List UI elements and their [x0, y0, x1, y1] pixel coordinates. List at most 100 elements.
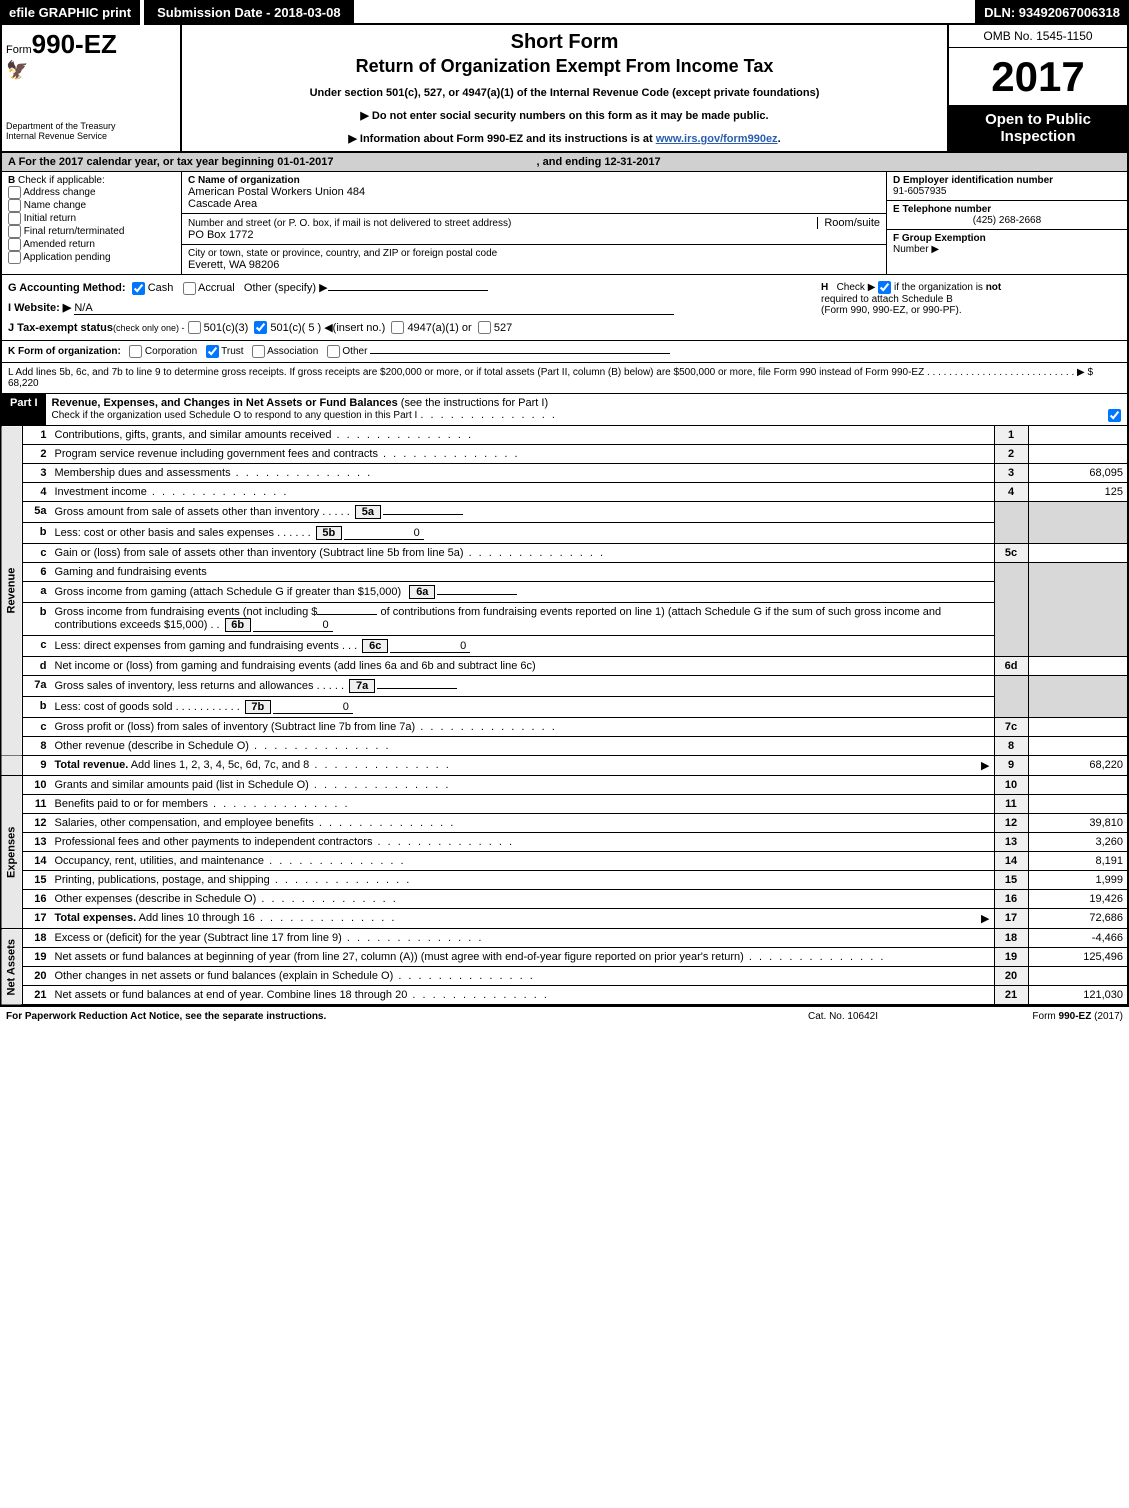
chk-address[interactable]: Address change [8, 186, 175, 199]
c-city-block: City or town, state or province, country… [182, 245, 886, 274]
ln6-n: 6 [23, 563, 51, 582]
chk-amended-box[interactable] [8, 238, 21, 251]
ln7b-n: b [23, 697, 51, 718]
part-i-header: Part I Revenue, Expenses, and Changes in… [0, 394, 1129, 426]
h-checkbox[interactable] [878, 281, 891, 294]
chk-initial[interactable]: Initial return [8, 212, 175, 225]
efile-label[interactable]: efile GRAPHIC print [0, 0, 140, 25]
ln18-t: Excess or (deficit) for the year (Subtra… [51, 929, 995, 948]
ln2-n: 2 [23, 445, 51, 464]
org-city: Everett, WA 98206 [188, 259, 880, 271]
ln7c-box: 7c [994, 718, 1028, 737]
g-accr-box[interactable] [183, 282, 196, 295]
chk-name-box[interactable] [8, 199, 21, 212]
ln8-n: 8 [23, 737, 51, 756]
footer: For Paperwork Reduction Act Notice, see … [0, 1006, 1129, 1026]
ln17-amt: 72,686 [1028, 909, 1128, 929]
ln14-t: Occupancy, rent, utilities, and maintena… [51, 852, 995, 871]
g-other-blank[interactable] [328, 290, 488, 291]
ln6a-n: a [23, 582, 51, 603]
ln6c-t: Less: direct expenses from gaming and fu… [51, 636, 995, 657]
ln6-t: Gaming and fundraising events [51, 563, 995, 582]
chk-name[interactable]: Name change [8, 199, 175, 212]
g-cash: Cash [148, 282, 174, 294]
ln5c-n: c [23, 544, 51, 563]
ln16-amt: 19,426 [1028, 890, 1128, 909]
k-assoc-box[interactable] [252, 345, 265, 358]
e-block: E Telephone number (425) 268-2668 [887, 201, 1127, 230]
irs-link[interactable]: www.irs.gov/form990ez [656, 133, 778, 145]
ln10-t: Grants and similar amounts paid (list in… [51, 776, 995, 795]
pub-notice-2: ▶ Information about Form 990-EZ and its … [188, 132, 941, 145]
ln14-n: 14 [23, 852, 51, 871]
ln9-n: 9 [23, 756, 51, 776]
ln7c-n: c [23, 718, 51, 737]
c-city-lbl: City or town, state or province, country… [188, 248, 880, 259]
section-h: H Check ▶ if the organization is not req… [821, 281, 1121, 316]
ln20-n: 20 [23, 967, 51, 986]
chk-amended-lbl: Amended return [23, 239, 95, 250]
chk-amended[interactable]: Amended return [8, 238, 175, 251]
ln14-amt: 8,191 [1028, 852, 1128, 871]
j-501c-box[interactable] [254, 321, 267, 334]
g-cash-box[interactable] [132, 282, 145, 295]
g-lbl: G Accounting Method: [8, 282, 126, 294]
topbar-spacer [354, 0, 976, 25]
header-block: Form990-EZ 🦅 Department of the Treasury … [0, 25, 1129, 153]
ln5ab-greybox [994, 502, 1028, 544]
chk-pending-box[interactable] [8, 251, 21, 264]
ln11-t: Benefits paid to or for members [51, 795, 995, 814]
section-c: C Name of organization American Postal W… [182, 172, 887, 274]
ln5a-n: 5a [23, 502, 51, 523]
ln10-n: 10 [23, 776, 51, 795]
pub2-prefix: ▶ Information about Form 990-EZ and its … [348, 133, 655, 145]
ln13-t: Professional fees and other payments to … [51, 833, 995, 852]
ln4-n: 4 [23, 483, 51, 502]
d-lbl: D Employer identification number [893, 175, 1121, 186]
chk-pending[interactable]: Application pending [8, 251, 175, 264]
ln6c-n: c [23, 636, 51, 657]
bcdef-block: B Check if applicable: Address change Na… [0, 172, 1129, 275]
cat-netassets: Net Assets [1, 929, 23, 1006]
under-section: Under section 501(c), 527, or 4947(a)(1)… [188, 87, 941, 99]
j-txt: (check only one) - [113, 323, 185, 333]
chk-pending-lbl: Application pending [23, 252, 110, 263]
j-501c3-box[interactable] [188, 321, 201, 334]
chk-final-box[interactable] [8, 225, 21, 238]
org-name-1: American Postal Workers Union 484 [188, 186, 880, 198]
ln6d-t: Net income or (loss) from gaming and fun… [51, 657, 995, 676]
part-i-checkbox[interactable] [1108, 409, 1121, 422]
k-other-blank[interactable] [370, 353, 670, 354]
dln-label: DLN: 93492067006318 [975, 0, 1129, 25]
ln6-greyamt [1028, 563, 1128, 657]
ln12-amt: 39,810 [1028, 814, 1128, 833]
ln21-amt: 121,030 [1028, 986, 1128, 1006]
chk-final[interactable]: Final return/terminated [8, 225, 175, 238]
ln15-n: 15 [23, 871, 51, 890]
header-left: Form990-EZ 🦅 Department of the Treasury … [2, 25, 182, 151]
k-corp-box[interactable] [129, 345, 142, 358]
section-a: A For the 2017 calendar year, or tax yea… [2, 153, 667, 171]
d-block: D Employer identification number 91-6057… [887, 172, 1127, 201]
k-trust-box[interactable] [206, 345, 219, 358]
ln16-t: Other expenses (describe in Schedule O) [51, 890, 995, 909]
cat-revenue: Revenue [1, 426, 23, 756]
g-accr: Accrual [198, 282, 235, 294]
form-title: Return of Organization Exempt From Incom… [188, 56, 941, 77]
row-a: A For the 2017 calendar year, or tax yea… [0, 153, 1129, 172]
ln5a-t: Gross amount from sale of assets other t… [51, 502, 995, 523]
chk-initial-box[interactable] [8, 212, 21, 225]
b-label: B [8, 175, 15, 186]
k-other-box[interactable] [327, 345, 340, 358]
chk-address-box[interactable] [8, 186, 21, 199]
top-bar: efile GRAPHIC print Submission Date - 20… [0, 0, 1129, 25]
j-4947-box[interactable] [391, 321, 404, 334]
org-address: PO Box 1772 [188, 229, 880, 241]
form-prefix: Form [6, 44, 32, 56]
section-k: K Form of organization: Corporation Trus… [0, 341, 1129, 363]
section-b: B Check if applicable: Address change Na… [2, 172, 182, 274]
j-527-box[interactable] [478, 321, 491, 334]
ln6-greybox [994, 563, 1028, 657]
b-check: Check if applicable: [18, 175, 105, 186]
open-to-public: Open to Public Inspection [949, 105, 1127, 151]
